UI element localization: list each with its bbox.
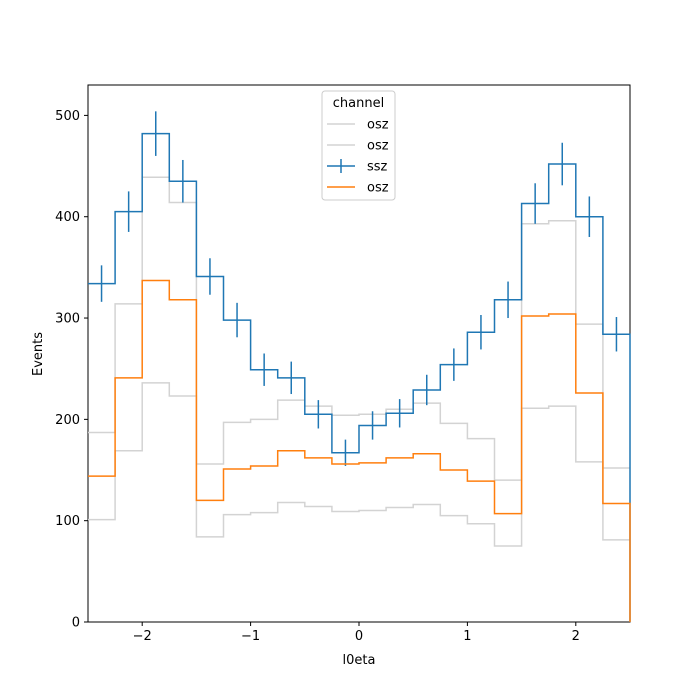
- y-axis-ticks: 0 100 200 300 400 500: [55, 109, 88, 631]
- series-2-step-line: [88, 132, 631, 622]
- y-tick-label: 500: [55, 109, 80, 124]
- legend-entry-label: osz: [367, 118, 389, 133]
- legend-entry-label: osz: [367, 139, 389, 154]
- legend-entry-label: ssz: [367, 160, 388, 175]
- y-tick-label: 400: [55, 210, 80, 225]
- plot-area: [87, 84, 631, 623]
- x-axis-ticks: −2 −1 0 1 2: [133, 622, 580, 644]
- y-tick-label: 0: [72, 616, 80, 631]
- x-tick-label: 0: [355, 629, 363, 644]
- series-3-step-line: [88, 279, 631, 622]
- legend-title: channel: [333, 96, 384, 111]
- y-tick-label: 300: [55, 312, 80, 327]
- legend-entry-label: osz: [367, 181, 389, 196]
- legend: channel osz osz ssz osz: [321, 90, 396, 201]
- x-tick-label: −2: [133, 629, 152, 644]
- x-tick-label: −1: [241, 629, 260, 644]
- x-axis-label: l0eta: [343, 653, 376, 668]
- y-tick-label: 200: [55, 413, 80, 428]
- y-axis-label: Events: [31, 332, 46, 376]
- series-1-step-line: [88, 382, 630, 547]
- y-tick-label: 100: [55, 514, 80, 529]
- x-tick-label: 2: [572, 629, 580, 644]
- x-tick-label: 1: [463, 629, 471, 644]
